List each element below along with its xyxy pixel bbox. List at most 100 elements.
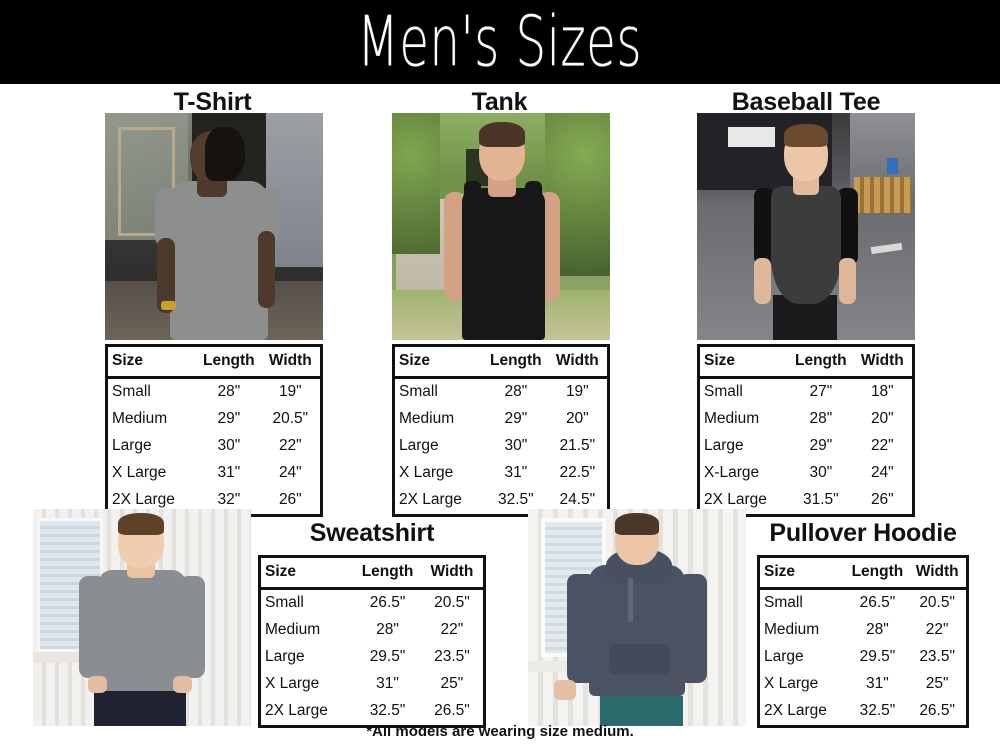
table-header-row: Size Length Width <box>700 347 912 379</box>
table-row: Small 26.5" 20.5" <box>760 588 966 616</box>
table-row: Medium 29" 20.5" <box>108 406 320 433</box>
table-row: 2X Large 32.5" 26.5" <box>760 698 966 725</box>
table-header-row: Size Length Width <box>395 347 607 379</box>
cell-width: 22" <box>440 620 464 638</box>
cell-size: X-Large <box>704 463 760 481</box>
cell-width: 19" <box>278 382 302 400</box>
cell-width: 19" <box>565 382 589 400</box>
table-row: Medium 29" 20" <box>395 406 607 433</box>
table-row: 2X Large 31.5" 26" <box>700 487 912 514</box>
cell-length: 28" <box>809 409 833 427</box>
product-photo-baseball-tee <box>697 113 915 340</box>
cell-width: 20" <box>870 409 894 427</box>
baseball-tee-photo-scene <box>697 113 915 340</box>
cell-width: 24" <box>870 463 894 481</box>
cell-size: Large <box>112 436 152 454</box>
header-banner: Men's Sizes <box>0 0 1000 84</box>
cell-size: Small <box>764 593 803 611</box>
cell-length: 28" <box>866 620 889 638</box>
cell-length: 28" <box>217 382 241 400</box>
table-row: X-Large 30" 24" <box>700 460 912 487</box>
table-row: X Large 31" 24" <box>108 460 320 487</box>
column-header-width: Width <box>260 347 320 379</box>
cell-size: Medium <box>112 409 168 427</box>
cell-size: 2X Large <box>265 701 328 719</box>
size-table-tank: Size Length Width Small 28" 19" Medium 2… <box>392 344 610 517</box>
table-row: 2X Large 32.5" 26.5" <box>261 698 483 725</box>
cell-length: 29" <box>809 436 833 454</box>
cell-width: 20.5" <box>272 409 309 427</box>
column-header-size: Size <box>395 347 485 379</box>
tshirt-photo-scene <box>105 113 323 340</box>
cell-width: 26" <box>278 490 302 508</box>
cell-length: 31" <box>376 674 399 692</box>
cell-width: 26.5" <box>434 701 470 719</box>
product-title-sweatshirt: Sweatshirt <box>309 519 435 547</box>
product-photo-tank <box>392 113 610 340</box>
table-row: Large 29.5" 23.5" <box>760 644 966 671</box>
cell-width: 24.5" <box>559 490 596 508</box>
cell-size: Small <box>112 382 151 400</box>
cell-width: 23.5" <box>434 647 470 665</box>
product-title-tshirt: T-Shirt <box>173 88 252 116</box>
cell-size: X Large <box>112 463 167 481</box>
cell-width: 22" <box>870 436 894 454</box>
table-row: Medium 28" 20" <box>700 406 912 433</box>
table-row: Small 28" 19" <box>108 377 320 405</box>
table-row: Medium 28" 22" <box>760 617 966 644</box>
column-header-size: Size <box>108 347 198 379</box>
column-header-width: Width <box>908 558 966 590</box>
table-header-row: Size Length Width <box>108 347 320 379</box>
cell-size: Small <box>704 382 743 400</box>
sweatshirt-photo-scene <box>33 509 251 726</box>
cell-width: 22" <box>925 620 949 638</box>
cell-length: 28" <box>376 620 399 638</box>
cell-width: 24" <box>278 463 302 481</box>
cell-width: 20.5" <box>919 593 955 611</box>
cell-size: 2X Large <box>764 701 827 719</box>
table-header-row: Size Length Width <box>261 558 483 590</box>
cell-width: 26.5" <box>919 701 955 719</box>
product-title-pullover-hoodie: Pullover Hoodie <box>769 519 957 547</box>
table-row: 2X Large 32.5" 24.5" <box>395 487 607 514</box>
tank-photo-scene <box>392 113 610 340</box>
cell-width: 20.5" <box>434 593 470 611</box>
cell-size: 2X Large <box>399 490 462 508</box>
cell-size: Small <box>265 593 304 611</box>
cell-length: 30" <box>217 436 241 454</box>
page-title: Men's Sizes <box>357 0 643 83</box>
table-row: Small 28" 19" <box>395 377 607 405</box>
column-header-size: Size <box>261 558 355 590</box>
cell-length: 32.5" <box>859 701 896 719</box>
cell-size: Small <box>399 382 438 400</box>
cell-length: 32.5" <box>497 490 534 508</box>
cell-size: Medium <box>704 409 760 427</box>
cell-size: Medium <box>399 409 455 427</box>
cell-length: 32.5" <box>369 701 406 719</box>
column-header-length: Length <box>484 347 548 379</box>
cell-width: 21.5" <box>559 436 596 454</box>
cell-length: 30" <box>809 463 833 481</box>
cell-length: 31" <box>866 674 889 692</box>
footnote: *All models are wearing size medium. <box>366 723 634 740</box>
cell-width: 25" <box>925 674 949 692</box>
cell-length: 29.5" <box>859 647 896 665</box>
table-row: Large 29" 22" <box>700 433 912 460</box>
product-photo-sweatshirt <box>33 509 251 726</box>
size-table-pullover-hoodie: Size Length Width Small 26.5" 20.5" Medi… <box>757 555 969 728</box>
size-table-sweatshirt: Size Length Width Small 26.5" 20.5" Medi… <box>258 555 486 728</box>
cell-length: 31.5" <box>802 490 839 508</box>
table-row: Small 27" 18" <box>700 377 912 405</box>
cell-length: 29" <box>504 409 528 427</box>
cell-length: 32" <box>217 490 241 508</box>
table-row: X Large 31" 25" <box>760 671 966 698</box>
table-row: X Large 31" 22.5" <box>395 460 607 487</box>
cell-size: Large <box>265 647 305 665</box>
cell-width: 22" <box>278 436 302 454</box>
table-row: Medium 28" 22" <box>261 617 483 644</box>
column-header-length: Length <box>789 347 853 379</box>
table-row: Large 30" 22" <box>108 433 320 460</box>
column-header-size: Size <box>760 558 847 590</box>
size-table-tshirt: Size Length Width Small 28" 19" Medium 2… <box>105 344 323 517</box>
